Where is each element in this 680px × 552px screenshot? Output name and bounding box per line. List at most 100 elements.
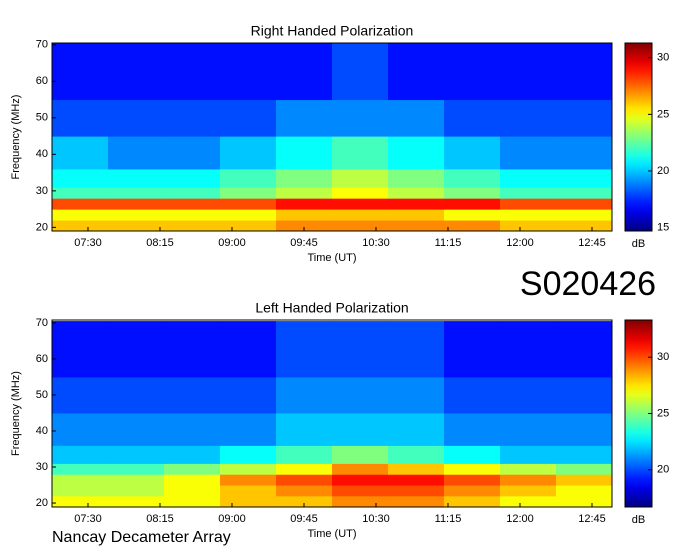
- x-axis-label: Time (UT): [307, 252, 356, 264]
- heatmap-cell: [276, 485, 333, 497]
- heatmap-cell: [388, 485, 445, 497]
- heatmap-cell: [388, 220, 445, 232]
- heatmap-cell: [556, 412, 613, 446]
- heatmap-cell: [220, 187, 277, 199]
- heatmap-cell: [332, 485, 389, 497]
- heatmap-cell: [556, 474, 613, 486]
- heatmap-cell: [444, 445, 501, 464]
- y-tick-label: 50: [36, 112, 48, 124]
- x-tick-label: 10:30: [362, 513, 390, 525]
- heatmap-cell: [164, 198, 221, 210]
- y-tick-label: 30: [36, 185, 48, 197]
- heatmap-cell: [164, 187, 221, 199]
- x-tick-label: 09:00: [218, 237, 246, 249]
- colorbar-tick-label: 20: [657, 165, 669, 177]
- heatmap-cell: [108, 43, 165, 101]
- heatmap-cell: [164, 99, 221, 137]
- heatmap-cell: [500, 198, 557, 210]
- heatmap-cell: [332, 198, 389, 210]
- heatmap-cell: [500, 220, 557, 232]
- colorbar: [624, 319, 653, 508]
- heatmap-cell: [332, 209, 389, 221]
- heatmap-cell: [332, 412, 389, 446]
- y-axis-label: Frequency (MHz): [10, 95, 22, 180]
- heatmap-cell: [388, 463, 445, 475]
- heatmap-cell: [52, 99, 109, 137]
- y-tick-label: 60: [36, 75, 48, 87]
- heatmap-cell: [500, 168, 557, 188]
- heatmap-cell: [500, 136, 557, 170]
- heatmap-cell: [108, 412, 165, 446]
- heatmap-cell: [108, 136, 165, 170]
- heatmap-cell: [332, 321, 389, 378]
- heatmap-cell: [332, 376, 389, 414]
- heatmap-cell: [556, 43, 613, 101]
- heatmap-cell: [108, 187, 165, 199]
- heatmap-cell: [388, 43, 445, 101]
- heatmap-cell: [52, 168, 109, 188]
- colorbar-label: dB: [632, 514, 645, 526]
- heatmap-cell: [164, 43, 221, 101]
- footer: Nancay Decameter Array: [52, 529, 231, 546]
- heatmap-cell: [220, 376, 277, 414]
- heatmap-cell: [220, 168, 277, 188]
- heatmap-cell: [108, 209, 165, 221]
- heatmap-cell: [220, 321, 277, 378]
- x-tick-label: 10:30: [362, 237, 390, 249]
- x-tick-label: 12:45: [578, 513, 606, 525]
- heatmap-cell: [276, 412, 333, 446]
- heatmap-cell: [276, 43, 333, 101]
- heatmap-cell: [108, 198, 165, 210]
- heatmap-cell: [444, 220, 501, 232]
- heatmap-cell: [388, 376, 445, 414]
- heatmap-cell: [276, 463, 333, 475]
- heatmap-cell: [220, 209, 277, 221]
- heatmap-cell: [276, 445, 333, 464]
- heatmap-cell: [444, 198, 501, 210]
- heatmap-cell: [164, 220, 221, 232]
- heatmap-cell: [332, 168, 389, 188]
- x-tick-label: 09:45: [290, 237, 318, 249]
- heatmap-cell: [276, 198, 333, 210]
- x-tick-label: 09:45: [290, 513, 318, 525]
- heatmap-cell: [444, 136, 501, 170]
- colorbar: [624, 42, 653, 232]
- chart-title: Right Handed Polarization: [251, 23, 414, 39]
- y-tick-label: 70: [36, 39, 48, 51]
- x-tick-label: 08:15: [146, 513, 174, 525]
- heatmap-cell: [108, 485, 165, 497]
- heatmap-cell: [388, 445, 445, 464]
- heatmap-cell: [444, 412, 501, 446]
- heatmap-cell: [556, 495, 613, 508]
- heatmap-cell: [444, 43, 501, 101]
- heatmap-cell: [556, 198, 613, 210]
- observation-id: S020426: [520, 265, 656, 303]
- colorbar-label: dB: [632, 238, 645, 250]
- heatmap-cell: [164, 376, 221, 414]
- y-tick-label: 30: [36, 461, 48, 473]
- heatmap-cell: [388, 321, 445, 378]
- heatmap-cell: [444, 485, 501, 497]
- heatmap-cell: [220, 445, 277, 464]
- heatmap-cell: [276, 474, 333, 486]
- x-axis-label: Time (UT): [307, 528, 356, 540]
- heatmap-cell: [444, 168, 501, 188]
- heatmap-cell: [500, 187, 557, 199]
- heatmap-cell: [500, 474, 557, 486]
- chart-title: Left Handed Polarization: [255, 300, 408, 316]
- heatmap-cell: [500, 463, 557, 475]
- heatmap-cell: [388, 99, 445, 137]
- heatmap-cell: [164, 463, 221, 475]
- heatmap-cell: [500, 412, 557, 446]
- heatmap-cell: [388, 136, 445, 170]
- colorbar-tick-label: 20: [657, 464, 669, 476]
- heatmap-cell: [52, 485, 109, 497]
- heatmap-cell: [164, 474, 221, 486]
- heatmap-cell: [444, 321, 501, 378]
- y-tick-label: 40: [36, 148, 48, 160]
- y-tick-label: 20: [36, 221, 48, 233]
- x-tick-label: 08:15: [146, 237, 174, 249]
- heatmap-cell: [332, 463, 389, 475]
- heatmap-cell: [108, 495, 165, 508]
- heatmap-cell: [556, 376, 613, 414]
